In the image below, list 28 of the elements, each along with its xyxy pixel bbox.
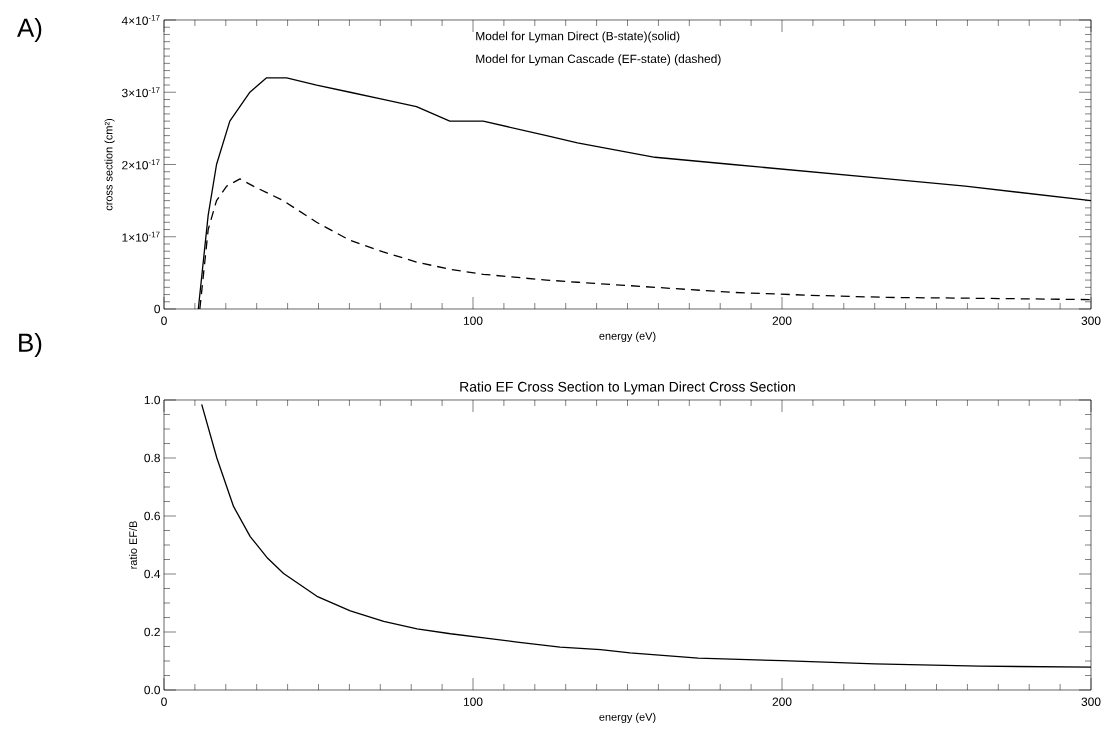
- text: B): [19, 332, 42, 358]
- y-tick-label: 0.6: [144, 511, 160, 521]
- annotation: Model for Lyman Direct (B-state)(solid): [476, 31, 680, 43]
- x-tick-label: 300: [1081, 316, 1101, 325]
- y-tick-label: 2×10$^{-17}$: [122, 159, 160, 170]
- y-tick-label: 1×10$^{-17}$: [122, 231, 160, 242]
- x-tick-label: 0: [161, 697, 167, 706]
- y-tick-label: 0.8: [144, 453, 160, 463]
- x-tick-label: 100: [463, 697, 483, 706]
- x-axis-title: energy (eV): [599, 712, 656, 724]
- y-tick-label: 3×10$^{-17}$: [121, 87, 160, 98]
- y-tick-label: 4×10$^{-17}$: [121, 15, 160, 25]
- y-axis-title: cross section (cm²): [104, 118, 115, 211]
- x-tick-label: 300: [1081, 697, 1101, 706]
- y-tick-label: 1.0: [144, 395, 161, 405]
- y-tick-label: 0.4: [144, 569, 161, 579]
- y-tick-label: 0: [154, 304, 161, 314]
- y-tick-label: 0.2: [144, 627, 160, 637]
- x-tick-label: 200: [772, 697, 792, 706]
- text: A): [17, 17, 42, 43]
- x-axis-title: energy (eV): [599, 331, 656, 343]
- y-axis-title: ratio EF/B: [128, 521, 138, 569]
- x-tick-label: 0: [161, 316, 167, 325]
- x-tick-label: 100: [463, 316, 483, 325]
- x-tick-label: 200: [772, 316, 792, 325]
- y-tick-label: 0.0: [144, 685, 161, 695]
- chart-title: Ratio EF Cross Section to Lyman Direct Cross Section: [460, 381, 795, 395]
- annotation: Model for Lyman Cascade (EF-state) (dashed): [476, 54, 721, 66]
